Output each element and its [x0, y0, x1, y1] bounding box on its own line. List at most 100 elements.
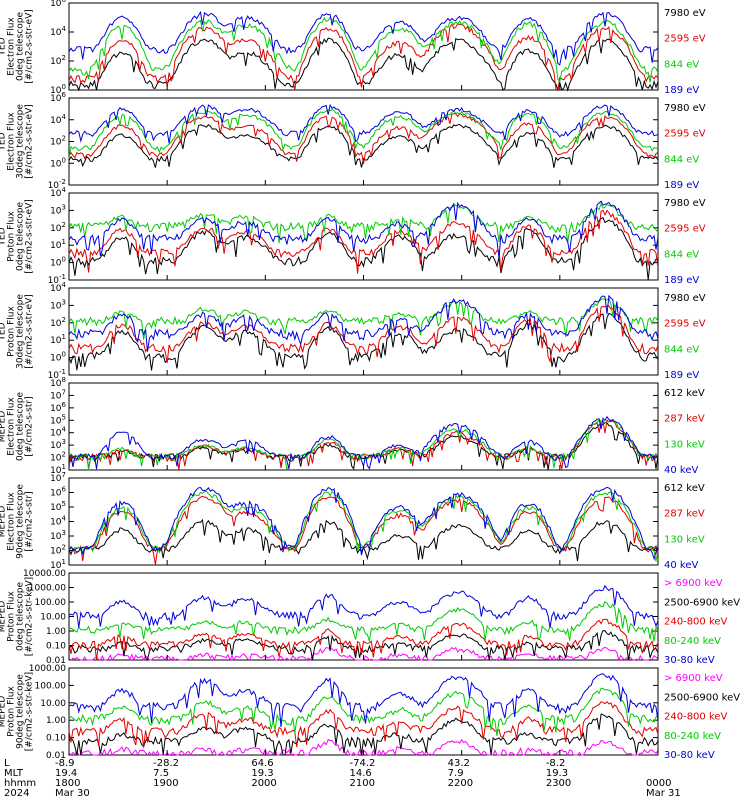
- y-tick-label: 100.00: [35, 598, 67, 608]
- legend-entry: 130 keV: [664, 439, 705, 450]
- x-row-label: hhmm: [4, 778, 36, 789]
- y-tick-label: 104: [50, 426, 66, 439]
- legend-entry: 7980 eV: [664, 103, 706, 114]
- x-tick-label: -8.9: [55, 758, 75, 769]
- series-line: [68, 422, 659, 471]
- legend-entry: 80-240 keV: [664, 731, 721, 742]
- y-tick-label: 100: [50, 256, 66, 269]
- y-tick-label: 1.00: [46, 627, 66, 637]
- legend-entry: 2500-6900 keV: [664, 692, 740, 703]
- y-tick-label: 100: [50, 351, 66, 364]
- series-line: [68, 419, 659, 471]
- series-line: [68, 618, 659, 661]
- legend-entry: 844 eV: [664, 249, 699, 260]
- legend-entry: 287 keV: [664, 414, 705, 425]
- series-line: [68, 305, 659, 364]
- legend-entry: 40 keV: [664, 465, 698, 476]
- series-line: [68, 217, 659, 281]
- panel-7: 0.01 0.10 1.00 10.00 100.00 1000.00 10000.00ME…: [0, 569, 740, 666]
- y-tick-label: 102: [50, 135, 66, 148]
- y-axis-label: TEDElectron Flux0deg telescope[#/cm2-s-s…: [0, 9, 35, 84]
- y-tick-label: 105: [50, 500, 66, 513]
- series-line: [68, 200, 659, 259]
- y-tick-label: 103: [50, 529, 66, 542]
- y-axis-label: TEDProton Flux30deg telescope[#/cm2-s-st…: [0, 294, 35, 369]
- series-line: [68, 673, 659, 727]
- series-line: [68, 16, 659, 83]
- legend-entry: 2500-6900 keV: [664, 597, 740, 608]
- x-tick-label: 19.3: [546, 768, 568, 779]
- y-tick-label: 104: [50, 113, 66, 126]
- y-tick-label: 106: [50, 401, 66, 414]
- panel-8: 0.01 0.10 1.00 10.00 100.00 1000.00MEPEDProto…: [0, 664, 740, 761]
- legend-entry: 130 keV: [664, 534, 705, 545]
- x-tick-label: 7.5: [153, 768, 169, 779]
- legend-entry: > 6900 keV: [664, 673, 723, 684]
- legend-entry: 80-240 keV: [664, 636, 721, 647]
- series-line: [68, 294, 659, 352]
- series-line: [68, 630, 659, 661]
- y-tick-label: 10.00: [40, 699, 66, 709]
- series-line: [68, 584, 659, 628]
- series-line: [68, 415, 659, 470]
- legend-entry: 844 eV: [664, 154, 699, 165]
- x-tick-label: 2300: [546, 778, 571, 789]
- series-line: [68, 312, 659, 371]
- series-line: [68, 419, 659, 471]
- x-tick-label: 19.3: [251, 768, 273, 779]
- series-line: [68, 495, 659, 565]
- series-line: [68, 209, 659, 274]
- y-tick-label: 103: [50, 438, 66, 451]
- y-tick-label: 10000.00: [23, 569, 66, 579]
- legend-entry: 612 keV: [664, 483, 705, 494]
- x-tick-label: -74.2: [350, 758, 376, 769]
- series-line: [68, 103, 659, 144]
- x-row-label: MLT: [4, 768, 24, 779]
- x-tick-label: 7.9: [448, 768, 464, 779]
- series-line: [68, 108, 659, 159]
- series-line: [68, 202, 659, 244]
- x-tick-label: 19.4: [55, 768, 77, 779]
- y-tick-label: 106: [50, 486, 66, 499]
- series-line: [68, 297, 659, 340]
- y-tick-label: 102: [50, 451, 66, 464]
- y-tick-label: 104: [50, 515, 66, 528]
- legend-entry: 189 eV: [664, 370, 699, 381]
- legend-entry: 844 eV: [664, 59, 699, 70]
- y-tick-label: 103: [50, 298, 66, 311]
- y-tick-label: 1000.00: [29, 584, 66, 594]
- panel-frame: [68, 572, 659, 661]
- x-tick-label: 64.6: [251, 758, 273, 769]
- y-tick-label: 104: [50, 25, 66, 38]
- legend-entry: 287 keV: [664, 509, 705, 520]
- x-row-label: 2024: [4, 788, 29, 799]
- x-tick-label: 1800: [55, 778, 80, 789]
- legend-entry: 2595 eV: [664, 319, 706, 330]
- y-axis-label: MEPEDElectron Flux0deg telescope[#/cm2-s…: [0, 392, 35, 462]
- legend-entry: 40 keV: [664, 560, 698, 571]
- legend-entry: 612 keV: [664, 388, 705, 399]
- y-tick-label: 107: [50, 388, 66, 401]
- legend-entry: 7980 eV: [664, 8, 706, 19]
- y-tick-label: 100: [50, 156, 66, 169]
- legend-entry: 2595 eV: [664, 34, 706, 45]
- legend-entry: > 6900 keV: [664, 578, 723, 589]
- x-tick-label: 2200: [448, 778, 473, 789]
- legend-entry: 30-80 keV: [664, 655, 715, 666]
- x-tick-label: Mar 31: [646, 788, 681, 799]
- y-tick-label: 0.10: [46, 734, 66, 744]
- x-tick-label: 14.6: [350, 768, 372, 779]
- y-axis-label: TEDProton Flux0deg telescope[#/cm2-s-str…: [0, 199, 35, 274]
- y-tick-label: 101: [50, 333, 66, 346]
- y-axis-label: MEPEDElectron Flux90deg telescope[#/cm2-…: [0, 484, 35, 559]
- series-line: [68, 713, 659, 756]
- legend-entry: 7980 eV: [664, 198, 706, 209]
- legend-entry: 240-800 keV: [664, 712, 728, 723]
- legend-entry: 844 eV: [664, 344, 699, 355]
- series-line: [68, 112, 659, 164]
